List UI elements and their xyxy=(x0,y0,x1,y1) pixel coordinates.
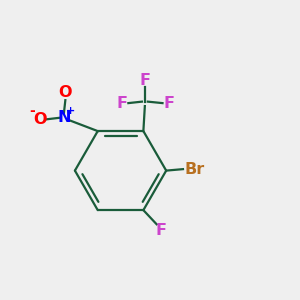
Text: N: N xyxy=(57,110,70,125)
Text: F: F xyxy=(139,73,150,88)
Text: F: F xyxy=(164,96,175,111)
Text: -: - xyxy=(29,104,35,118)
Text: Br: Br xyxy=(185,162,205,177)
Text: O: O xyxy=(34,112,47,127)
Text: F: F xyxy=(116,96,128,111)
Text: +: + xyxy=(66,106,75,116)
Text: F: F xyxy=(155,223,167,238)
Text: O: O xyxy=(58,85,72,100)
